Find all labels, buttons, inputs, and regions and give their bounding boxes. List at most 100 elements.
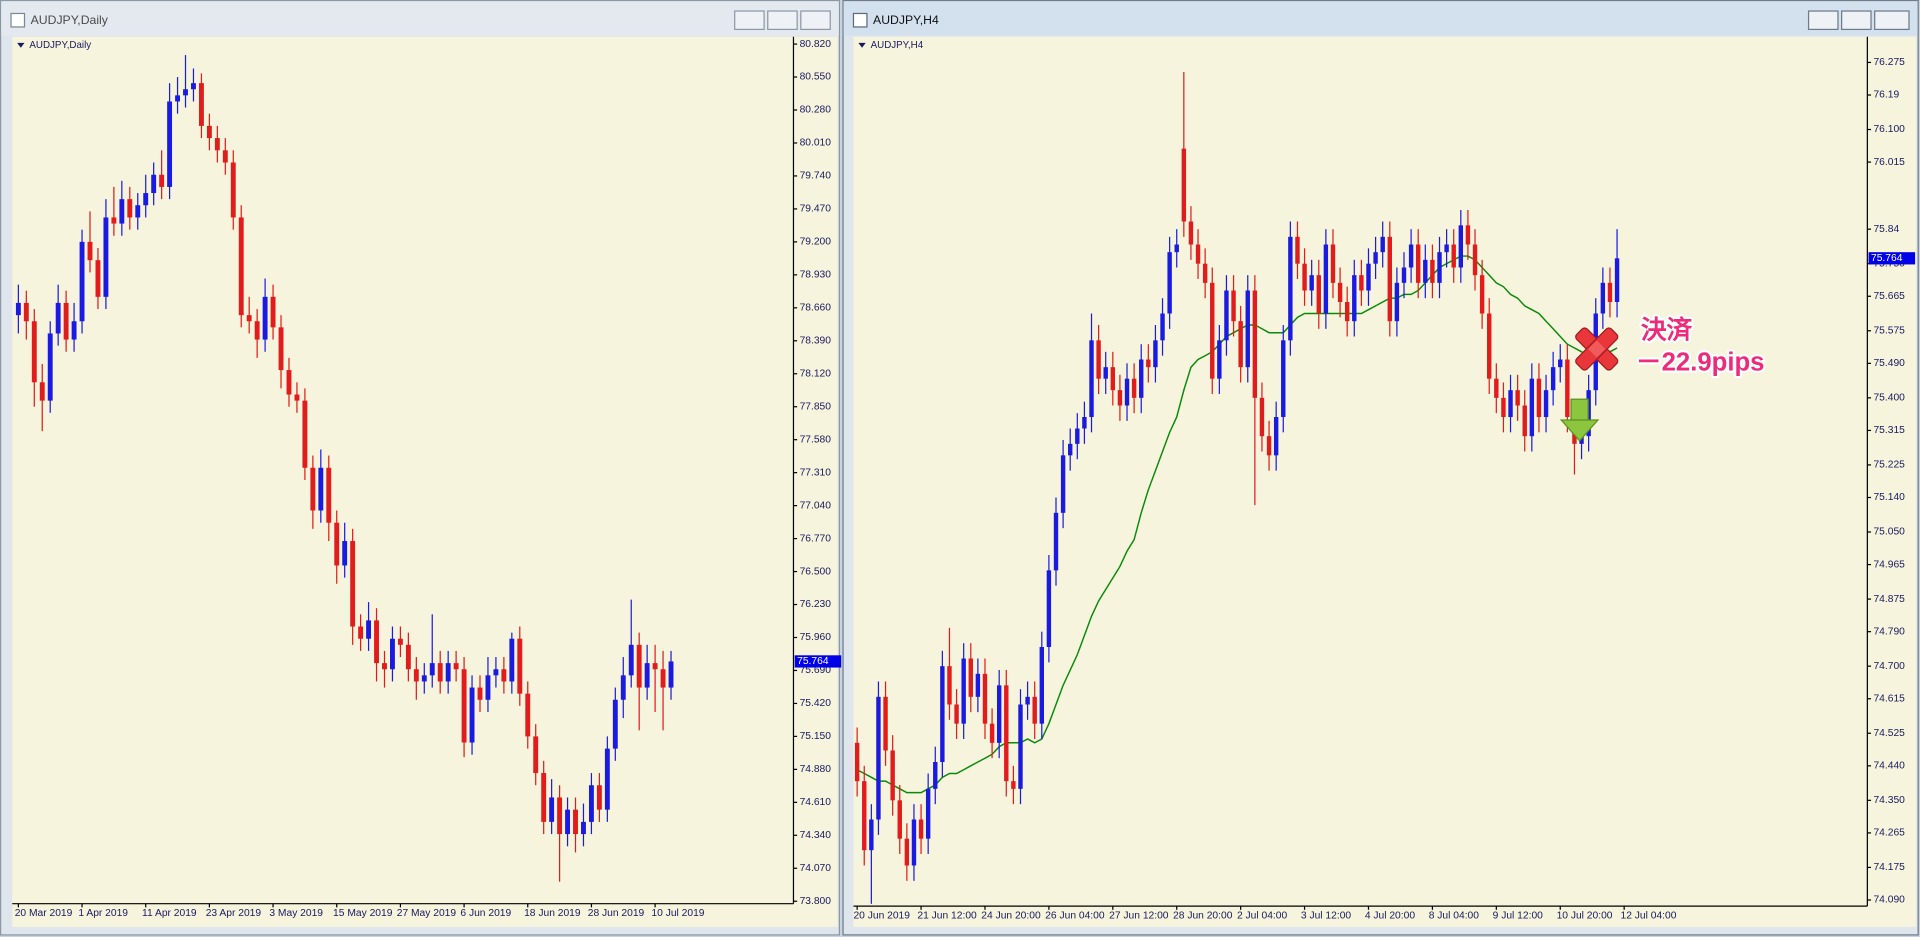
minimize-button[interactable] xyxy=(734,10,765,31)
candle-body xyxy=(947,666,952,705)
candle-body xyxy=(1487,313,1492,379)
candle-body xyxy=(1416,244,1421,283)
y-tick-label: 80.820 xyxy=(800,39,832,50)
title-bar[interactable] xyxy=(843,1,1918,36)
y-tick-label: 74.615 xyxy=(1873,693,1905,704)
candle-body xyxy=(1430,259,1435,283)
candle-body xyxy=(103,217,109,297)
menu-triangle[interactable] xyxy=(858,42,866,48)
candle-body xyxy=(581,821,586,835)
candle-body xyxy=(1543,390,1549,418)
y-tick-label: 80.280 xyxy=(800,105,832,116)
candle-body xyxy=(55,302,61,334)
candle-body xyxy=(525,693,531,737)
candle-body xyxy=(485,675,491,700)
candle-body xyxy=(1096,340,1101,379)
y-tick-label: 74.880 xyxy=(800,764,832,775)
candle-body xyxy=(854,742,860,782)
candle-body xyxy=(876,696,881,820)
y-tick-label: 74.965 xyxy=(1873,559,1905,570)
candle-body xyxy=(1060,455,1066,513)
x-tick-label: 12 Jul 04:00 xyxy=(1620,911,1676,922)
candle-body xyxy=(1117,390,1123,406)
y-tick-label: 74.090 xyxy=(1873,895,1905,906)
chart-label: AUDJPY,H4 xyxy=(871,40,924,51)
candle-body xyxy=(167,101,173,187)
y-tick-label: 78.390 xyxy=(800,336,832,347)
arrow-shaft xyxy=(1570,398,1589,422)
x-tick-label: 20 Jun 2019 xyxy=(853,911,910,922)
close-button[interactable] xyxy=(800,10,831,31)
candle-body xyxy=(1174,244,1179,253)
x-tick-label: 15 May 2019 xyxy=(333,908,393,919)
candle-body xyxy=(612,699,618,749)
candle-body xyxy=(342,541,348,566)
last-price-marker xyxy=(794,655,842,668)
candle-body xyxy=(127,199,133,218)
candle-body xyxy=(1330,244,1336,283)
y-tick-label: 75.050 xyxy=(1873,527,1905,538)
candle-body xyxy=(39,382,45,401)
candle-body xyxy=(509,638,515,682)
chart-area xyxy=(853,36,1917,927)
title-bar[interactable] xyxy=(1,1,839,36)
window-title: AUDJPY,Daily xyxy=(31,13,109,27)
candle-body xyxy=(421,675,427,682)
x-tick-label: 10 Jul 20:00 xyxy=(1557,911,1613,922)
candle-body xyxy=(1160,313,1165,341)
x-tick-label: 2 Jul 04:00 xyxy=(1237,911,1288,922)
chart-area xyxy=(12,36,838,927)
candle-body xyxy=(1373,252,1378,264)
last-price-label: 75.764 xyxy=(797,656,829,667)
candle-body xyxy=(477,687,483,700)
y-tick-label: 77.310 xyxy=(800,467,832,478)
window-icon xyxy=(852,12,868,28)
candle-body xyxy=(183,89,188,96)
y-tick-label: 79.200 xyxy=(800,237,832,248)
candle-body xyxy=(940,666,945,763)
candle-body xyxy=(652,663,658,670)
window-daily: AUDJPY,Daily AUDJPY,Daily xyxy=(0,0,840,936)
restore-button[interactable] xyxy=(767,10,798,31)
close-button[interactable] xyxy=(1874,10,1910,31)
candle-body xyxy=(31,321,37,383)
candle-body xyxy=(334,522,340,566)
candle-body xyxy=(1131,378,1137,398)
y-tick-label: 78.120 xyxy=(800,368,832,379)
candle-body xyxy=(989,723,995,743)
candle-body xyxy=(1565,359,1570,418)
candle-body xyxy=(1536,378,1542,418)
candle-body xyxy=(1344,302,1350,322)
candle-body xyxy=(904,838,910,866)
candle-body xyxy=(1494,378,1499,398)
y-tick-label: 77.850 xyxy=(800,401,832,412)
candle-body xyxy=(1465,225,1471,245)
y-tick-label: 75.665 xyxy=(1873,291,1905,302)
candle-body xyxy=(493,669,499,676)
candle-body xyxy=(604,748,610,810)
candle-body xyxy=(1458,225,1464,268)
candle-body xyxy=(1238,321,1243,368)
candle-body xyxy=(1181,148,1187,222)
candle-body xyxy=(644,663,650,688)
y-tick-label: 76.230 xyxy=(800,599,832,610)
candle-body xyxy=(143,193,149,206)
restore-button[interactable] xyxy=(1841,10,1872,31)
candle-body xyxy=(1437,252,1442,283)
minimize-button[interactable] xyxy=(1807,10,1839,31)
candle-body xyxy=(429,663,435,676)
candle-body xyxy=(310,467,316,511)
candle-body xyxy=(198,83,204,126)
x-tick-label: 10 Jul 2019 xyxy=(651,908,704,919)
candle-body xyxy=(1600,282,1606,314)
candle-body xyxy=(1075,428,1080,444)
candle-body xyxy=(954,704,959,724)
candle-body xyxy=(541,773,547,822)
candle-body xyxy=(501,669,507,682)
y-tick-label: 74.700 xyxy=(1873,661,1905,672)
candle-body xyxy=(71,321,77,340)
close-x-icon xyxy=(1575,327,1619,371)
y-tick-label: 77.580 xyxy=(800,434,832,445)
menu-triangle[interactable] xyxy=(17,42,25,48)
candle-body xyxy=(933,762,938,789)
